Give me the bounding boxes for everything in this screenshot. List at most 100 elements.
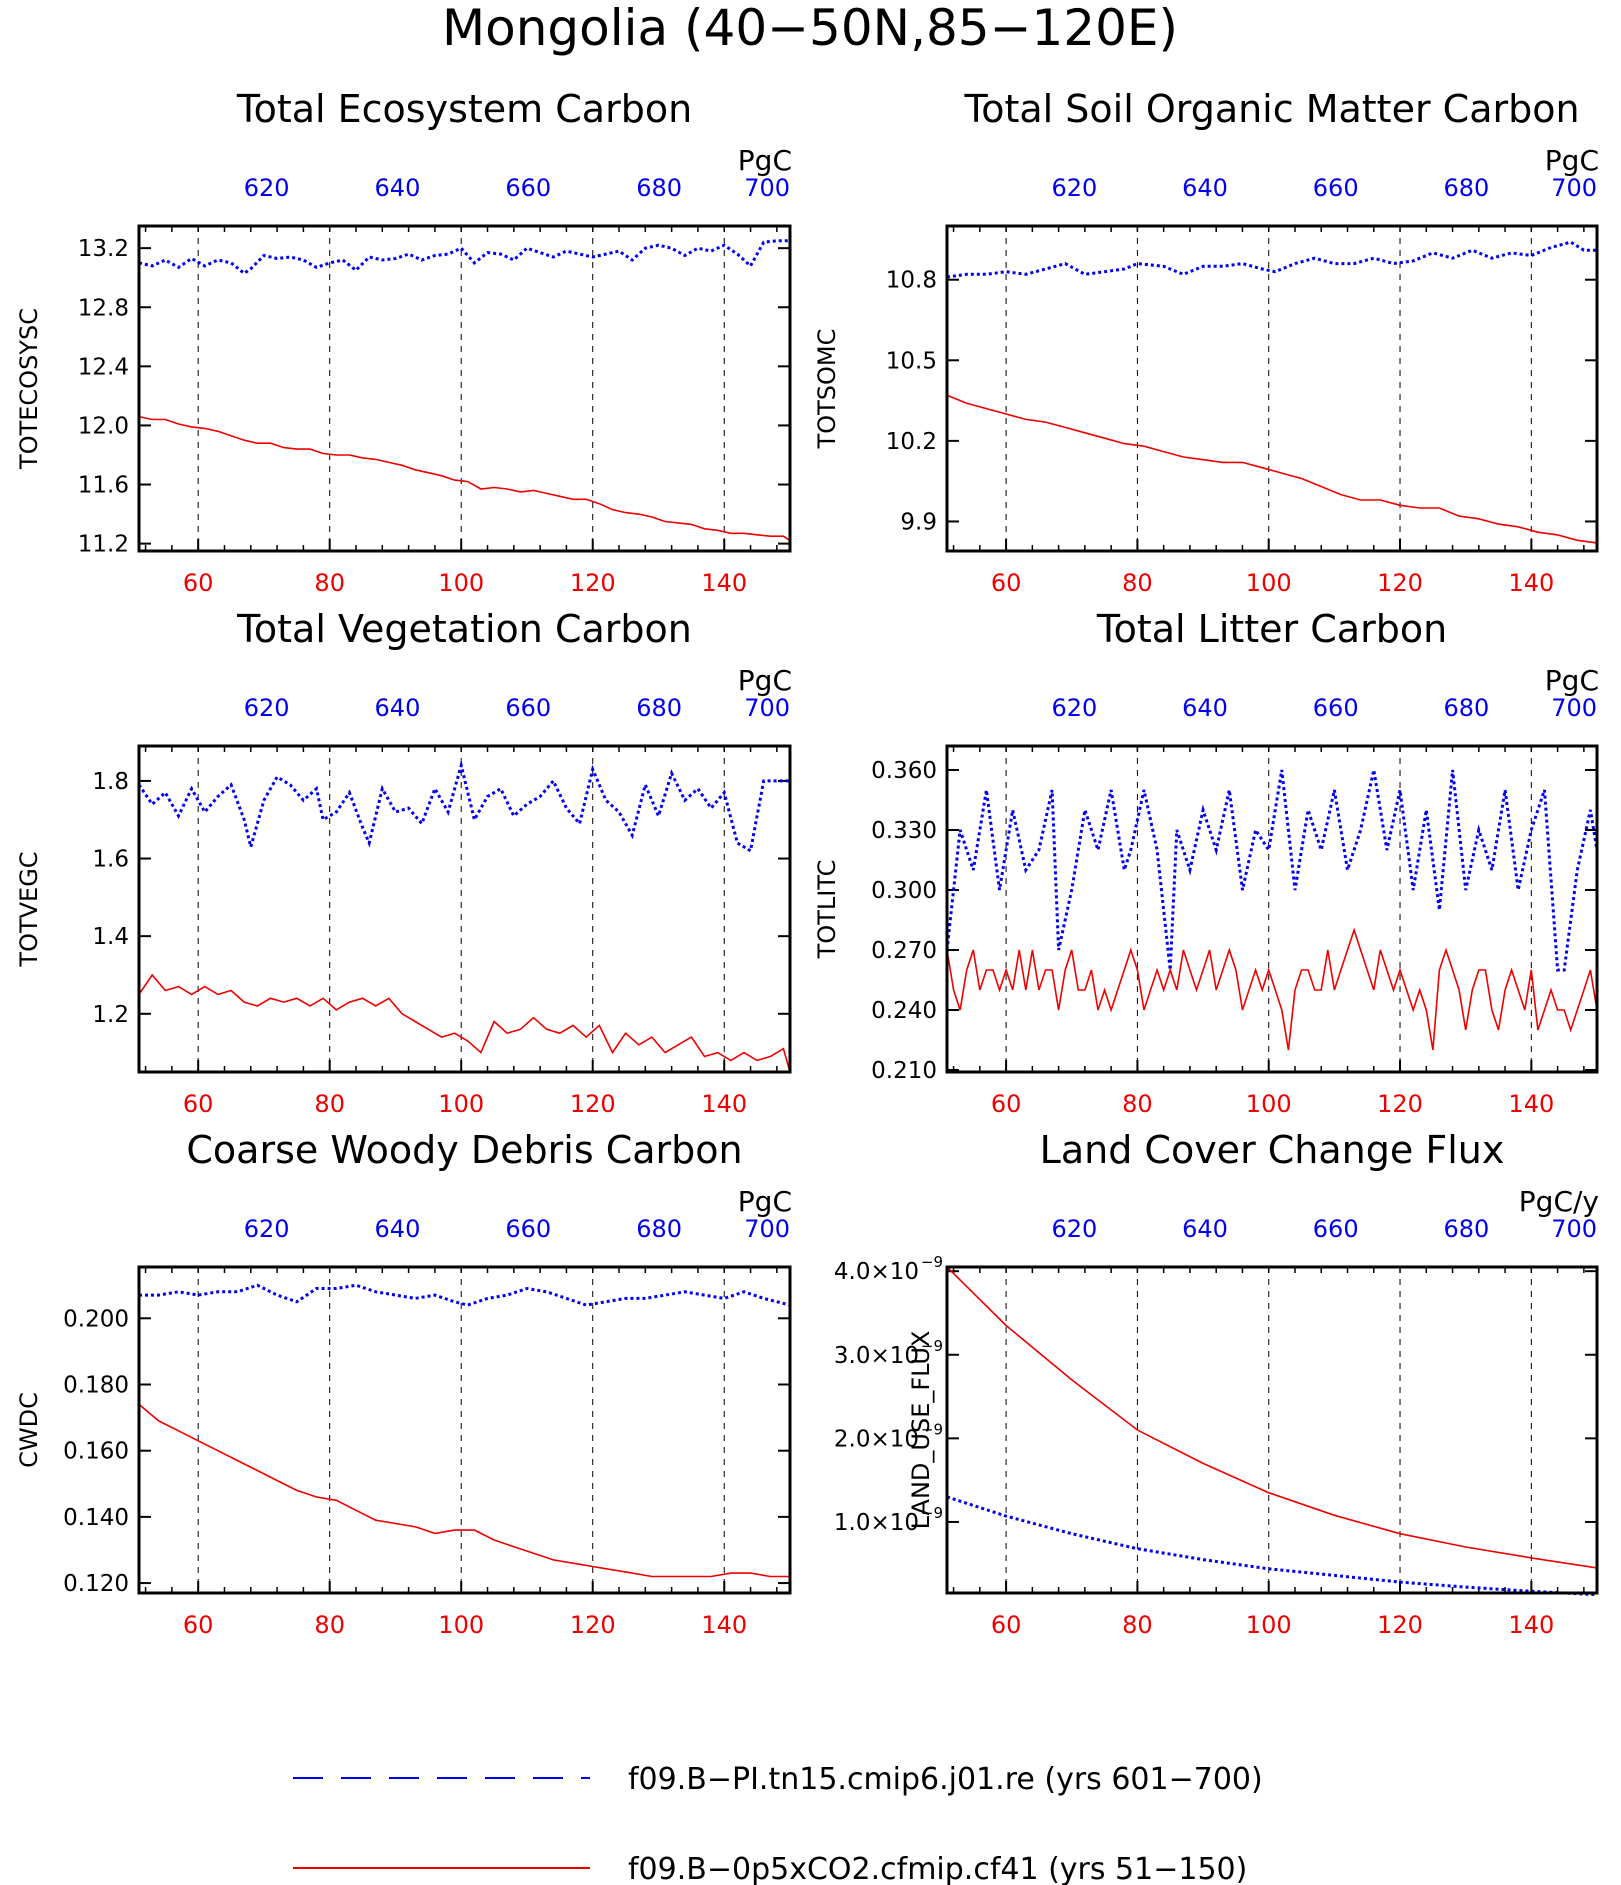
x-tick-label: 100 (1246, 569, 1292, 597)
plot-frame (137, 1265, 792, 1595)
top-tick-label: 640 (1182, 1215, 1228, 1243)
y-tick-label: 9.9 (900, 509, 937, 535)
y-tick-label: 0.210 (871, 1058, 937, 1084)
units-label: PgC (1545, 664, 1599, 697)
top-tick-label: 700 (744, 694, 790, 722)
top-tick-label: 680 (1443, 1215, 1489, 1243)
y-tick-label: 10.2 (886, 429, 937, 455)
x-tick-label: 60 (991, 569, 1022, 597)
y-tick-label: 10.8 (886, 268, 937, 294)
top-tick-label: 640 (1182, 694, 1228, 722)
x-tick-label: 60 (183, 1611, 214, 1639)
y-tick-exponent: −9 (921, 1420, 943, 1438)
x-tick-label: 100 (438, 1611, 484, 1639)
units-label: PgC (738, 144, 792, 177)
x-tick-label: 100 (1246, 1090, 1292, 1118)
y-axis-label: TOTSOMC (813, 329, 841, 450)
chart-title: Total Litter Carbon (1096, 607, 1447, 651)
chart-panel-5: Coarse Woody Debris Carbon PgC 60 80 100 120 1… (15, 1128, 792, 1639)
series-control-line (139, 1283, 791, 1307)
units-label: PgC/y (1519, 1185, 1599, 1218)
x-tick-label: 80 (1122, 1611, 1153, 1639)
units-label: PgC (1545, 144, 1599, 177)
top-tick-label: 660 (1313, 174, 1359, 202)
top-tick-label: 700 (1551, 174, 1597, 202)
top-tick-label: 660 (1313, 694, 1359, 722)
y-tick-label: 1.6 (92, 847, 129, 873)
y-axis-label: CWDC (15, 1392, 43, 1468)
legend-control-label: f09.B−PI.tn15.cmip6.j01.re (yrs 601−700) (628, 1762, 1263, 1797)
top-tick-label: 680 (636, 174, 682, 202)
x-tick-label: 80 (314, 1611, 345, 1639)
units-label: PgC (738, 1185, 792, 1218)
top-tick-label: 660 (505, 174, 551, 202)
top-tick-label: 660 (505, 1215, 551, 1243)
y-tick-label: 1.8 (92, 769, 129, 795)
series-experiment-line (946, 394, 1598, 544)
x-tick-label: 80 (1122, 569, 1153, 597)
y-axis-label: TOTECOSYSC (15, 308, 43, 470)
y-tick-label: 0.270 (871, 938, 937, 964)
top-tick-label: 700 (1551, 694, 1597, 722)
top-tick-label: 700 (1551, 1215, 1597, 1243)
x-tick-label: 80 (1122, 1090, 1153, 1118)
x-tick-label: 60 (183, 569, 214, 597)
legend: f09.B−PI.tn15.cmip6.j01.re (yrs 601−700)… (293, 1762, 1263, 1885)
y-tick-label: 10.5 (886, 348, 937, 374)
top-tick-label: 680 (636, 1215, 682, 1243)
x-tick-label: 140 (701, 569, 747, 597)
series-experiment-line (946, 1266, 1598, 1569)
series-control-line (138, 239, 790, 276)
x-tick-label: 140 (701, 1611, 747, 1639)
top-tick-label: 700 (744, 174, 790, 202)
x-tick-label: 120 (570, 1090, 616, 1118)
y-tick-label: 0.180 (63, 1372, 129, 1398)
y-tick-label: 1.2 (92, 1002, 129, 1028)
x-tick-label: 80 (314, 569, 345, 597)
series-control-line (946, 1495, 1598, 1597)
y-tick-exponent: −9 (921, 1253, 943, 1271)
panels: Total Ecosystem Carbon PgC 60 80 100 120 140 62… (15, 87, 1599, 1639)
series-experiment-line (138, 973, 791, 1073)
y-tick-label: 3.0×10 (834, 1343, 919, 1369)
y-tick-label: 2.0×10 (834, 1426, 919, 1452)
chart-title: Total Ecosystem Carbon (236, 87, 692, 131)
top-tick-label: 620 (244, 1215, 290, 1243)
top-tick-label: 660 (1313, 1215, 1359, 1243)
plot-frame (137, 744, 792, 1074)
y-tick-label: 13.2 (78, 236, 129, 262)
x-tick-label: 120 (1377, 1090, 1423, 1118)
x-tick-label: 120 (570, 1611, 616, 1639)
y-tick-label: 11.2 (78, 532, 129, 558)
y-tick-label: 11.6 (78, 473, 129, 499)
series-experiment-line (946, 927, 1598, 1051)
x-tick-label: 100 (1246, 1611, 1292, 1639)
chart-panel-3: Total Vegetation Carbon PgC 60 80 100 120 140 6… (15, 607, 792, 1118)
x-tick-label: 100 (438, 1090, 484, 1118)
x-tick-label: 60 (991, 1090, 1022, 1118)
chart-panel-2: Total Soil Organic Matter Carbon PgC 60 80 1… (813, 87, 1599, 597)
y-tick-label: 4.0×10 (834, 1259, 919, 1285)
plot-frame (945, 744, 1599, 1074)
x-tick-label: 100 (438, 569, 484, 597)
top-tick-label: 680 (636, 694, 682, 722)
y-tick-label: 0.160 (63, 1439, 129, 1465)
top-tick-label: 640 (375, 1215, 421, 1243)
y-tick-label: 0.120 (63, 1571, 129, 1597)
top-tick-label: 640 (375, 694, 421, 722)
top-tick-label: 640 (1182, 174, 1228, 202)
chart-panel-4: Total Litter Carbon PgC 60 80 100 120 140 620 64… (813, 607, 1599, 1118)
x-tick-label: 140 (1508, 1090, 1554, 1118)
y-tick-label: 1.0×10 (834, 1510, 919, 1536)
chart-title: Total Vegetation Carbon (236, 607, 692, 651)
chart-panel-6: Land Cover Change Flux PgC/y 60 80 100 120 140… (834, 1128, 1599, 1639)
y-axis-label: TOTVEGC (15, 851, 43, 967)
plot-frame (945, 224, 1599, 553)
y-tick-label: 1.4 (92, 924, 129, 950)
series-control-line (945, 769, 1599, 972)
series-experiment-line (138, 415, 791, 542)
legend-experiment-label: f09.B−0p5xCO2.cfmip.cf41 (yrs 51−150) (628, 1852, 1247, 1885)
x-tick-label: 120 (570, 569, 616, 597)
top-tick-label: 620 (244, 694, 290, 722)
